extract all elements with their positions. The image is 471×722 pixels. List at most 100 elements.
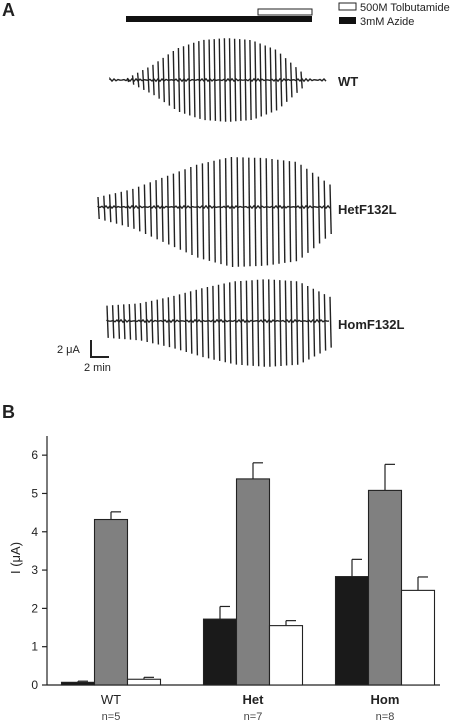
trace-spike xyxy=(184,169,187,253)
trace-spike xyxy=(173,295,176,349)
trace-spike xyxy=(219,159,222,265)
trace-spike xyxy=(195,164,199,258)
trace-spike xyxy=(306,168,309,253)
trace-spike xyxy=(228,38,232,122)
trace-spike xyxy=(218,38,222,122)
trace-spike xyxy=(269,47,273,113)
trace-spike xyxy=(240,280,243,366)
trace-spike xyxy=(230,156,234,268)
trace-spike xyxy=(177,47,181,113)
trace-spike xyxy=(251,280,254,366)
trace-spike xyxy=(213,160,216,263)
trace-spike xyxy=(271,158,274,265)
trace-spike xyxy=(242,157,245,267)
trace-spike xyxy=(284,58,288,102)
trace-spike xyxy=(178,171,182,250)
trace-spike xyxy=(156,299,160,345)
trace-spike xyxy=(157,61,160,99)
trace-spike xyxy=(201,163,205,260)
trace-spike xyxy=(307,285,310,360)
trace-spike xyxy=(172,50,176,110)
trace-spike xyxy=(249,39,252,121)
trace-spike xyxy=(162,57,165,103)
trace-spike xyxy=(131,75,135,85)
y-axis-label: I (μA) xyxy=(8,542,23,574)
trace-spike xyxy=(152,64,155,96)
trace-spike xyxy=(198,41,201,119)
trace-spike xyxy=(239,39,242,121)
trace-spike xyxy=(117,304,121,339)
trace-spike xyxy=(120,191,124,226)
trace-spike xyxy=(134,303,137,341)
bar xyxy=(334,576,370,686)
y-tick-label: 5 xyxy=(31,486,38,500)
trace-spike xyxy=(256,279,260,367)
trace-spike xyxy=(223,38,227,122)
legend-azide-swatch xyxy=(339,17,356,24)
legend-tolbutamide-label: 500M Tolbutamide xyxy=(360,2,450,14)
trace-spike xyxy=(329,296,332,348)
trace-spike xyxy=(318,291,321,354)
trace-spike xyxy=(137,186,141,232)
trace-spike xyxy=(106,305,109,338)
trace-spike xyxy=(145,301,148,343)
trace-spike xyxy=(155,180,158,240)
trace-spike xyxy=(147,67,150,93)
category-label: Het xyxy=(243,692,265,707)
y-tick-label: 1 xyxy=(31,640,38,654)
trace-spike xyxy=(317,176,321,244)
trace-spike xyxy=(273,279,277,367)
trace-spike xyxy=(229,282,232,364)
trace-spike xyxy=(277,159,280,264)
trace-spike xyxy=(268,279,271,367)
trace-spike xyxy=(213,39,217,121)
sample-size-label: n=7 xyxy=(244,711,263,722)
trace-spike xyxy=(312,288,316,357)
trace-spike xyxy=(217,284,221,361)
trace-spike xyxy=(172,173,176,248)
category-label: Hom xyxy=(371,692,400,707)
bar xyxy=(93,518,129,686)
trace-spike xyxy=(114,193,118,224)
trace-hetf132l xyxy=(97,156,332,268)
trace-spike xyxy=(259,43,262,117)
scale-bar xyxy=(90,340,109,358)
bar xyxy=(268,625,304,686)
trace-spike xyxy=(193,42,196,118)
trace-label-hetf132l: HetF132L xyxy=(338,202,397,217)
panel-a-label: A xyxy=(2,0,15,20)
trace-homf132l xyxy=(106,279,332,367)
y-ticks: 0 1 2 3 4 5 6 xyxy=(31,448,47,692)
bar xyxy=(202,618,238,686)
trace-spike xyxy=(136,72,140,88)
sample-size-label: n=5 xyxy=(102,711,121,722)
trace-spike xyxy=(311,172,315,249)
trace-spike xyxy=(233,38,237,122)
trace-spike xyxy=(323,180,327,239)
trace-spike xyxy=(274,49,278,111)
trace-spike xyxy=(208,39,211,121)
trace-spike xyxy=(190,166,193,256)
trace-spike xyxy=(245,280,249,366)
trace-spike xyxy=(262,279,265,367)
y-tick-label: 2 xyxy=(31,601,38,615)
bar xyxy=(60,681,96,686)
trace-spike xyxy=(284,280,288,366)
bar xyxy=(367,489,403,686)
trace-spike xyxy=(166,175,170,245)
trace-spike xyxy=(279,53,283,107)
trace-spike xyxy=(143,184,147,235)
trace-baseline xyxy=(97,204,331,210)
trace-spike xyxy=(187,44,191,116)
trace-spike xyxy=(295,67,298,93)
trace-spike xyxy=(224,158,228,266)
trace-spike xyxy=(132,188,135,229)
tolbutamide-bar xyxy=(257,8,313,16)
trace-spike xyxy=(253,157,257,267)
bar xyxy=(126,678,162,686)
trace-spike xyxy=(301,283,304,363)
trace-spike xyxy=(201,288,204,358)
trace-spike xyxy=(189,291,193,354)
trace-spike xyxy=(167,297,171,348)
